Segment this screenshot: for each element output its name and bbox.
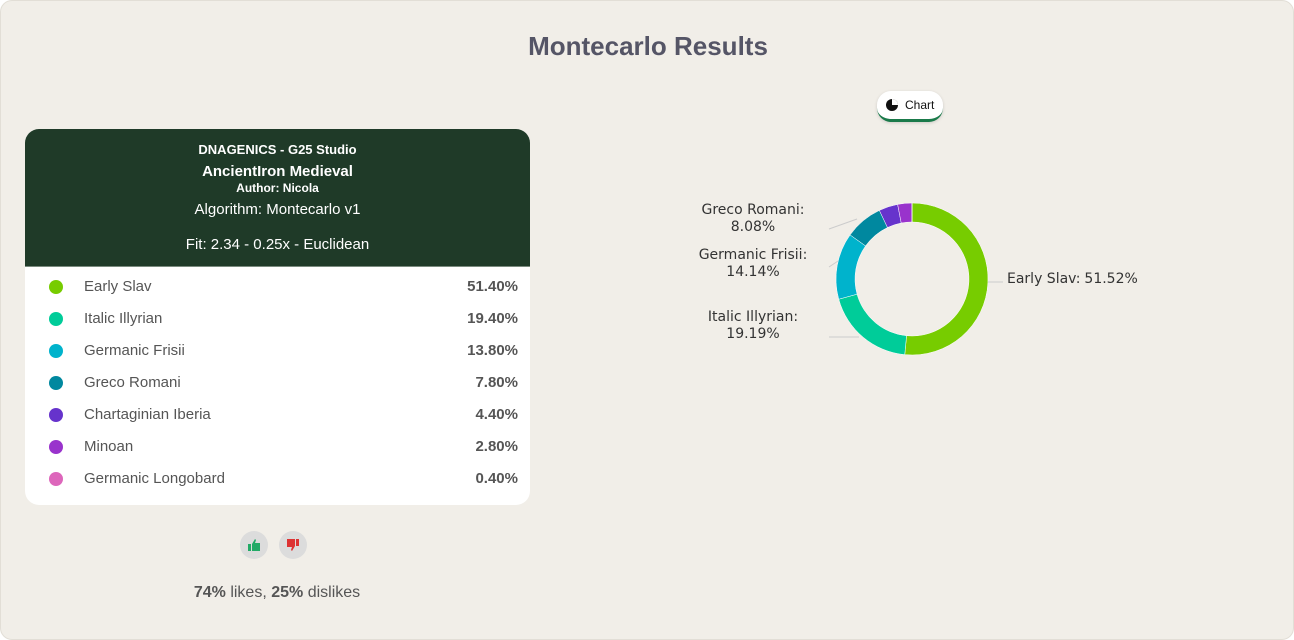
slice-name: Germanic Frisii bbox=[699, 247, 803, 263]
color-dot bbox=[49, 312, 63, 326]
result-row: Germanic Frisii 13.80% bbox=[25, 335, 530, 367]
brand: DNAGENICS - G25 Studio bbox=[198, 142, 357, 157]
author: Author: Nicola bbox=[236, 181, 319, 195]
population-name: Early Slav bbox=[84, 278, 152, 295]
result-row: Chartaginian Iberia 4.40% bbox=[25, 399, 530, 431]
votes: 74% likes, 25% dislikes bbox=[1, 584, 553, 602]
population-name: Greco Romani bbox=[84, 374, 181, 391]
chart-tab-label: Chart bbox=[905, 98, 935, 112]
result-row: Minoan 2.80% bbox=[25, 431, 530, 463]
slice-value: 19.19% bbox=[726, 326, 779, 342]
slice-name: Italic Illyrian bbox=[708, 309, 793, 325]
donut-slice bbox=[904, 202, 989, 356]
color-dot bbox=[49, 408, 63, 422]
slice-label: Italic Illyrian: 19.19% bbox=[708, 309, 798, 342]
like-icon bbox=[248, 539, 260, 551]
result-row: Greco Romani 7.80% bbox=[25, 367, 530, 399]
chart-tab-icon bbox=[886, 99, 898, 111]
result-row: Germanic Longobard 0.40% bbox=[25, 463, 530, 495]
dislikes-text: dislikes bbox=[303, 584, 361, 601]
chart-tab[interactable]: Chart bbox=[877, 91, 943, 122]
page-title: Montecarlo Results bbox=[528, 31, 768, 61]
leader-line bbox=[828, 260, 839, 268]
population-value: 51.40% bbox=[467, 278, 518, 295]
color-dot bbox=[49, 280, 63, 294]
label-separator: : bbox=[793, 309, 798, 325]
result-row: Early Slav 51.40% bbox=[25, 271, 530, 303]
slice-value: 8.08% bbox=[731, 219, 775, 235]
population-name: Germanic Longobard bbox=[84, 470, 225, 487]
color-dot bbox=[49, 472, 63, 486]
dislike-button[interactable] bbox=[279, 531, 307, 559]
slice-label: Greco Romani: 8.08% bbox=[702, 202, 805, 235]
population-value: 13.80% bbox=[467, 342, 518, 359]
population-value: 2.80% bbox=[475, 438, 518, 455]
like-button[interactable] bbox=[240, 531, 268, 559]
dislikes-pct: 25% bbox=[271, 584, 304, 601]
likes-text: likes, bbox=[225, 584, 272, 601]
likes-pct: 74% bbox=[193, 584, 226, 601]
slice-value: 14.14% bbox=[726, 264, 779, 280]
fit: Fit: 2.34 - 0.25x - Euclidean bbox=[185, 236, 370, 253]
population-name: Minoan bbox=[84, 438, 134, 455]
algorithm: Algorithm: Montecarlo v1 bbox=[194, 201, 361, 218]
label-separator: : bbox=[803, 247, 808, 263]
donut-slice bbox=[835, 234, 866, 300]
color-dot bbox=[49, 376, 63, 390]
donut-chart: Early Slav: 51.52%Italic Illyrian: 19.19%G… bbox=[699, 202, 1138, 356]
label-separator: : bbox=[800, 202, 805, 218]
slice-value: 51.52% bbox=[1084, 271, 1137, 287]
donut-slice bbox=[838, 293, 907, 355]
slice-name: Greco Romani bbox=[702, 202, 800, 218]
label-separator: : bbox=[1076, 271, 1081, 287]
model: AncientIron Medieval bbox=[202, 163, 353, 180]
population-value: 7.80% bbox=[475, 374, 518, 391]
slice-name: Early Slav bbox=[1007, 271, 1076, 287]
color-dot bbox=[49, 344, 63, 358]
population-value: 19.40% bbox=[467, 310, 518, 327]
slice-label: Early Slav: 51.52% bbox=[1007, 271, 1138, 287]
result-card: DNAGENICS - G25 Studio AncientIron Medie… bbox=[25, 129, 530, 505]
leader-line bbox=[828, 218, 858, 230]
population-value: 4.40% bbox=[475, 406, 518, 423]
population-value: 0.40% bbox=[475, 470, 518, 487]
slice-label: Germanic Frisii: 14.14% bbox=[699, 247, 808, 280]
population-name: Chartaginian Iberia bbox=[84, 406, 211, 423]
result-row: Italic Illyrian 19.40% bbox=[25, 303, 530, 335]
population-name: Germanic Frisii bbox=[84, 342, 185, 359]
dislike-icon bbox=[287, 539, 299, 551]
color-dot bbox=[49, 440, 63, 454]
population-name: Italic Illyrian bbox=[84, 310, 163, 327]
card-header: DNAGENICS - G25 Studio AncientIron Medie… bbox=[25, 129, 530, 267]
